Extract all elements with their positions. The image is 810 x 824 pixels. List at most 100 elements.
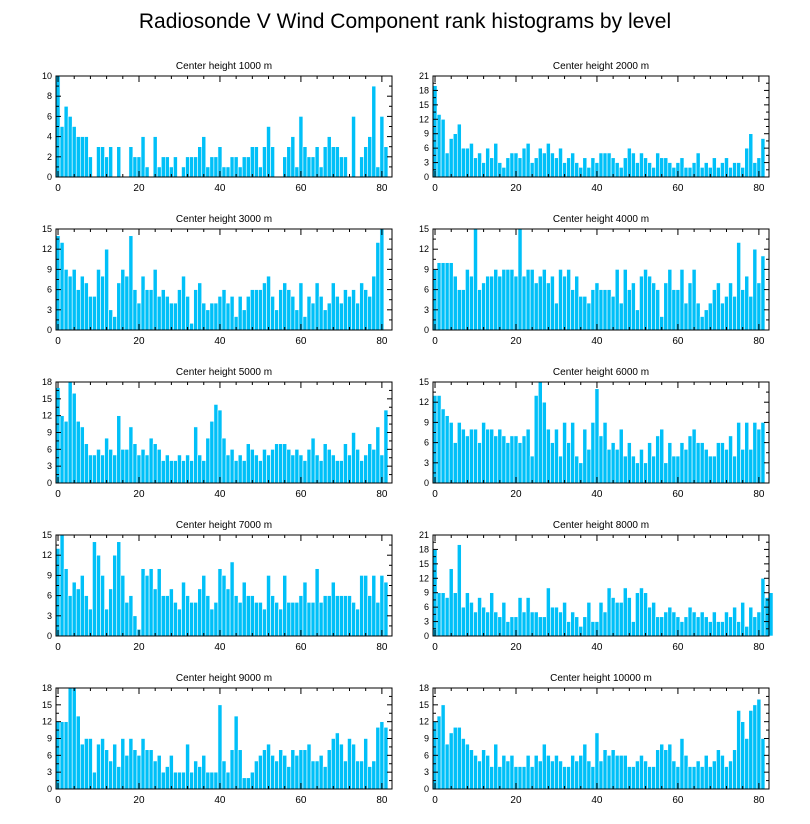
y-tick-label: 0 xyxy=(424,325,429,335)
y-tick-label: 18 xyxy=(419,85,429,95)
bar xyxy=(598,152,604,178)
bar xyxy=(128,146,134,178)
chart-panel-4: Center height 4000 m 0 3 6 9 12 15 0 20 40 60 80 xyxy=(419,214,770,347)
bar xyxy=(193,602,198,637)
bar xyxy=(436,395,442,484)
bar xyxy=(116,146,122,178)
y-tick-label: 6 xyxy=(424,750,429,760)
bar xyxy=(173,156,178,178)
x-tick-label: 60 xyxy=(295,795,307,806)
bar xyxy=(67,381,73,484)
bar xyxy=(335,595,340,637)
bar xyxy=(75,136,81,178)
bar xyxy=(326,449,332,484)
bar xyxy=(558,611,563,637)
bar xyxy=(177,771,182,790)
bar xyxy=(173,460,178,484)
x-tick-label: 20 xyxy=(510,795,522,806)
bar xyxy=(314,568,320,637)
bar xyxy=(201,136,207,178)
bar xyxy=(310,602,316,637)
bar xyxy=(627,147,632,178)
bar xyxy=(756,282,762,331)
bar xyxy=(448,422,454,484)
bar xyxy=(671,611,677,637)
bar xyxy=(75,588,81,637)
bar xyxy=(489,157,495,178)
bar xyxy=(383,409,389,484)
bar xyxy=(245,595,251,637)
bar xyxy=(440,262,446,331)
x-tick-label: 40 xyxy=(214,489,226,500)
y-tick-label: 9 xyxy=(424,417,429,427)
panel-title: Center height 7000 m xyxy=(176,520,272,531)
bar xyxy=(602,422,608,484)
bar xyxy=(209,302,215,331)
bar xyxy=(606,755,612,790)
bar xyxy=(160,771,166,790)
bar xyxy=(643,760,648,790)
bar xyxy=(270,755,275,790)
y-tick-label: 6 xyxy=(47,750,52,760)
y-tick-label: 9 xyxy=(424,588,429,598)
bar xyxy=(655,616,660,637)
bar xyxy=(651,766,656,790)
bar xyxy=(712,157,717,178)
bar xyxy=(302,581,308,637)
bar xyxy=(558,147,563,178)
bar xyxy=(566,621,571,637)
y-tick-label: 3 xyxy=(424,617,429,627)
y-tick-label: 6 xyxy=(47,111,52,121)
bar xyxy=(314,760,320,790)
bar xyxy=(501,602,507,637)
bar xyxy=(258,460,263,484)
bar xyxy=(473,228,478,331)
x-tick-label: 40 xyxy=(214,795,226,806)
bar xyxy=(306,602,312,637)
bar xyxy=(639,755,644,790)
bar xyxy=(537,381,543,484)
bar xyxy=(144,575,150,637)
bar xyxy=(509,152,515,178)
bar xyxy=(339,156,344,178)
x-tick-label: 40 xyxy=(214,642,226,653)
bar xyxy=(250,595,255,637)
bar xyxy=(736,710,741,790)
y-tick-label: 2 xyxy=(47,152,52,162)
bar xyxy=(258,602,263,637)
chart-panel-1: Center height 1000 m 0 2 4 6 8 10 0 20 40 60 80 xyxy=(42,61,393,194)
bar xyxy=(84,595,89,637)
bar xyxy=(618,428,624,484)
bar xyxy=(663,462,669,484)
bar xyxy=(250,146,255,178)
bar xyxy=(703,449,709,484)
bar xyxy=(140,738,146,790)
bar xyxy=(294,449,300,484)
bar xyxy=(590,766,596,790)
bar xyxy=(703,616,709,637)
bar xyxy=(635,592,640,637)
bar xyxy=(748,133,754,178)
bar xyxy=(485,275,490,331)
bar xyxy=(618,755,624,790)
bar xyxy=(489,275,495,331)
bar xyxy=(254,146,259,178)
bar xyxy=(505,442,511,484)
x-tick-label: 60 xyxy=(295,336,307,347)
x-tick-label: 60 xyxy=(295,642,307,653)
bar xyxy=(562,422,567,484)
bar xyxy=(120,449,126,484)
bar xyxy=(456,544,462,637)
bar xyxy=(104,248,109,331)
y-tick-label: 21 xyxy=(419,530,429,540)
bar xyxy=(310,302,316,331)
x-tick-label: 20 xyxy=(510,336,522,347)
bar xyxy=(237,454,243,484)
bar xyxy=(716,749,721,790)
chart-panel-8: Center height 8000 m 0 3 6 9 12 15 18 21 0 20 40 60 8… xyxy=(419,520,774,653)
bar xyxy=(728,435,733,484)
bar xyxy=(351,743,356,790)
bar xyxy=(639,587,644,637)
bar xyxy=(627,289,632,331)
bar xyxy=(84,738,89,790)
